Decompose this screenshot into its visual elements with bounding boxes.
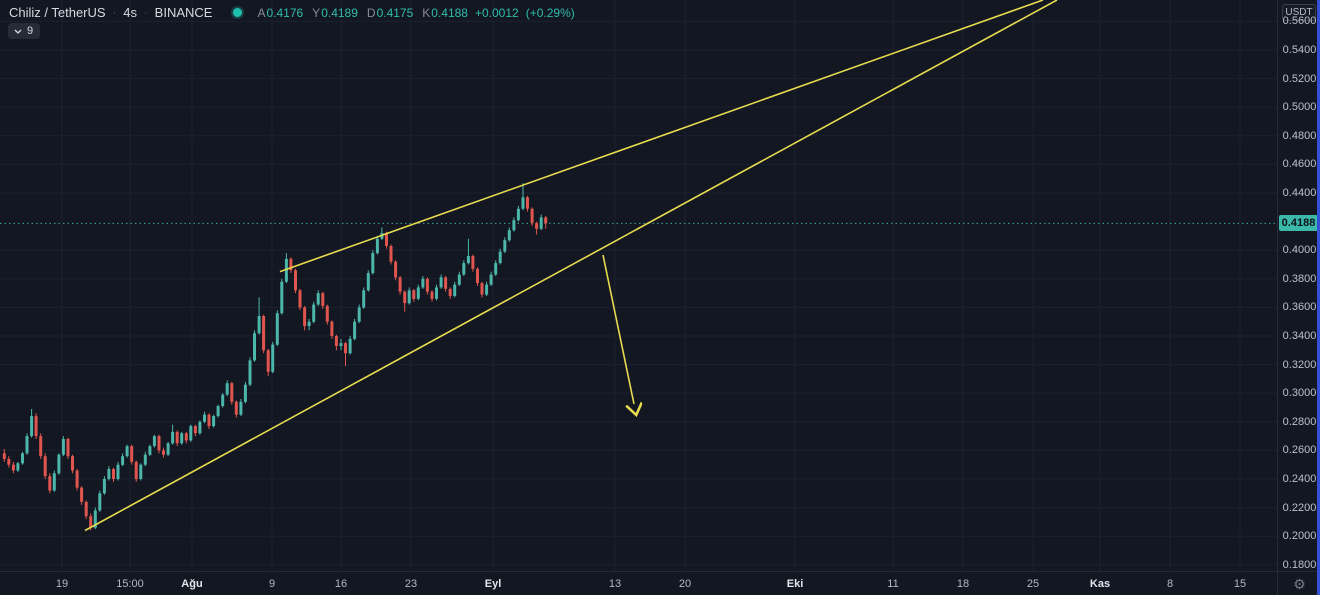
symbol-title[interactable]: Chiliz / TetherUS <box>9 5 106 20</box>
price-tick: 0.3400 <box>1282 330 1317 342</box>
open-label: A <box>257 5 266 20</box>
price-tick: 0.4000 <box>1282 244 1317 257</box>
currency-toggle-button[interactable]: USDT <box>1282 4 1316 21</box>
time-tick: 18 <box>956 578 970 590</box>
time-tick: Eki <box>786 578 804 590</box>
price-tick: 0.1800 <box>1282 558 1317 571</box>
price-tick: 0.3200 <box>1282 358 1317 371</box>
axis-settings-corner: ⚙ <box>1277 571 1320 595</box>
time-tick: 13 <box>608 578 622 590</box>
upper-wedge-line[interactable] <box>279 0 1044 273</box>
chart-canvas[interactable]: Chiliz / TetherUS · 4s · BINANCE A0.4176… <box>0 0 1277 571</box>
time-tick: 8 <box>1166 578 1174 590</box>
price-tick: 0.5000 <box>1282 101 1317 114</box>
candlestick-plot <box>0 0 1277 571</box>
gear-icon[interactable]: ⚙ <box>1293 576 1306 592</box>
low-value: 0.4175 <box>376 5 414 20</box>
price-axis[interactable]: USDT 0.4188 0.5600 0.5400 0.5200 0.5000 0.48… <box>1277 0 1320 571</box>
time-axis[interactable]: 19 15:00 Ağu 9 16 23 Eyl 13 20 Eki 11 18 25 Kas 8 15 <box>0 571 1277 595</box>
time-tick: 9 <box>268 578 276 590</box>
time-tick: 19 <box>55 578 69 590</box>
market-status-icon[interactable] <box>233 8 243 17</box>
time-tick: Ağu <box>181 578 203 590</box>
close-value: 0.4188 <box>431 5 468 20</box>
price-tick: 0.2800 <box>1282 415 1317 428</box>
low-label: D <box>366 5 376 20</box>
time-tick: 16 <box>334 578 348 590</box>
breakdown-arrow[interactable] <box>602 254 634 404</box>
ohlc-values: A0.4176 Y0.4189 D0.4175 K0.4188 <box>257 6 468 20</box>
price-change-percent: (+0.29%) <box>525 5 575 20</box>
symbol-header: Chiliz / TetherUS · 4s · BINANCE A0.4176… <box>9 5 575 20</box>
price-tick: 0.2200 <box>1282 501 1317 514</box>
lower-wedge-line[interactable] <box>84 0 1058 532</box>
price-tick: 0.2600 <box>1282 444 1317 457</box>
object-tree-toggle[interactable]: 9 <box>8 23 41 39</box>
price-change: +0.0012 <box>474 5 519 20</box>
separator: · <box>143 6 148 19</box>
price-tick: 0.4600 <box>1282 158 1317 171</box>
price-tick: 0.2400 <box>1282 473 1317 485</box>
exchange-label[interactable]: BINANCE <box>154 5 213 20</box>
open-value: 0.4176 <box>266 5 304 20</box>
time-tick: 11 <box>887 578 899 590</box>
price-tick: 0.4800 <box>1282 129 1317 142</box>
time-tick: Kas <box>1089 578 1111 590</box>
high-label: Y <box>312 5 321 20</box>
separator: · <box>112 6 117 19</box>
time-tick: 15:00 <box>116 578 144 590</box>
last-price-badge: 0.4188 <box>1279 215 1318 232</box>
close-label: K <box>422 5 431 20</box>
price-tick: 0.4400 <box>1282 187 1317 199</box>
time-tick: 15 <box>1233 578 1247 590</box>
price-tick: 0.3600 <box>1282 301 1317 314</box>
time-tick: 25 <box>1026 578 1040 590</box>
high-value: 0.4189 <box>321 5 358 20</box>
price-tick: 0.3000 <box>1282 387 1317 400</box>
price-tick: 0.2000 <box>1282 530 1317 543</box>
interval-label[interactable]: 4s <box>123 5 137 20</box>
chevron-down-icon <box>14 29 22 34</box>
price-tick: 0.5400 <box>1282 44 1317 56</box>
window-edge-highlight <box>1317 0 1320 595</box>
time-tick: 23 <box>404 578 418 590</box>
time-tick: 20 <box>678 578 692 590</box>
object-count: 9 <box>27 25 34 37</box>
price-tick: 0.5600 <box>1282 15 1317 28</box>
time-tick: Eyl <box>484 578 502 590</box>
price-tick: 0.3800 <box>1282 272 1317 285</box>
price-tick: 0.5200 <box>1282 72 1317 85</box>
